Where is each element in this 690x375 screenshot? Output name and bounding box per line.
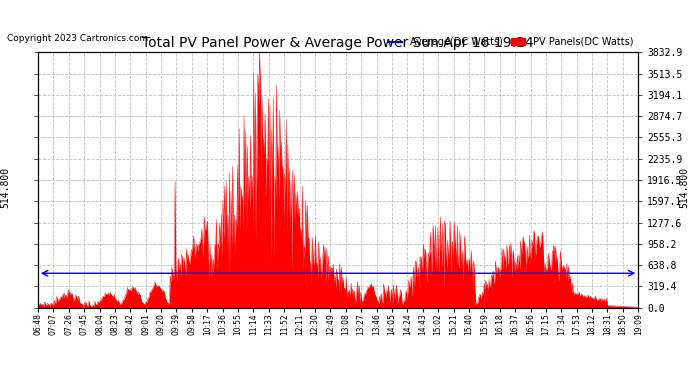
Title: Total PV Panel Power & Average Power Sun Apr 16 19:24: Total PV Panel Power & Average Power Sun… <box>142 36 534 50</box>
Text: Copyright 2023 Cartronics.com: Copyright 2023 Cartronics.com <box>7 34 148 43</box>
Legend: Average(DC Watts), PV Panels(DC Watts): Average(DC Watts), PV Panels(DC Watts) <box>388 37 633 47</box>
Text: 514.800: 514.800 <box>680 167 689 208</box>
Text: 514.800: 514.800 <box>1 167 10 208</box>
